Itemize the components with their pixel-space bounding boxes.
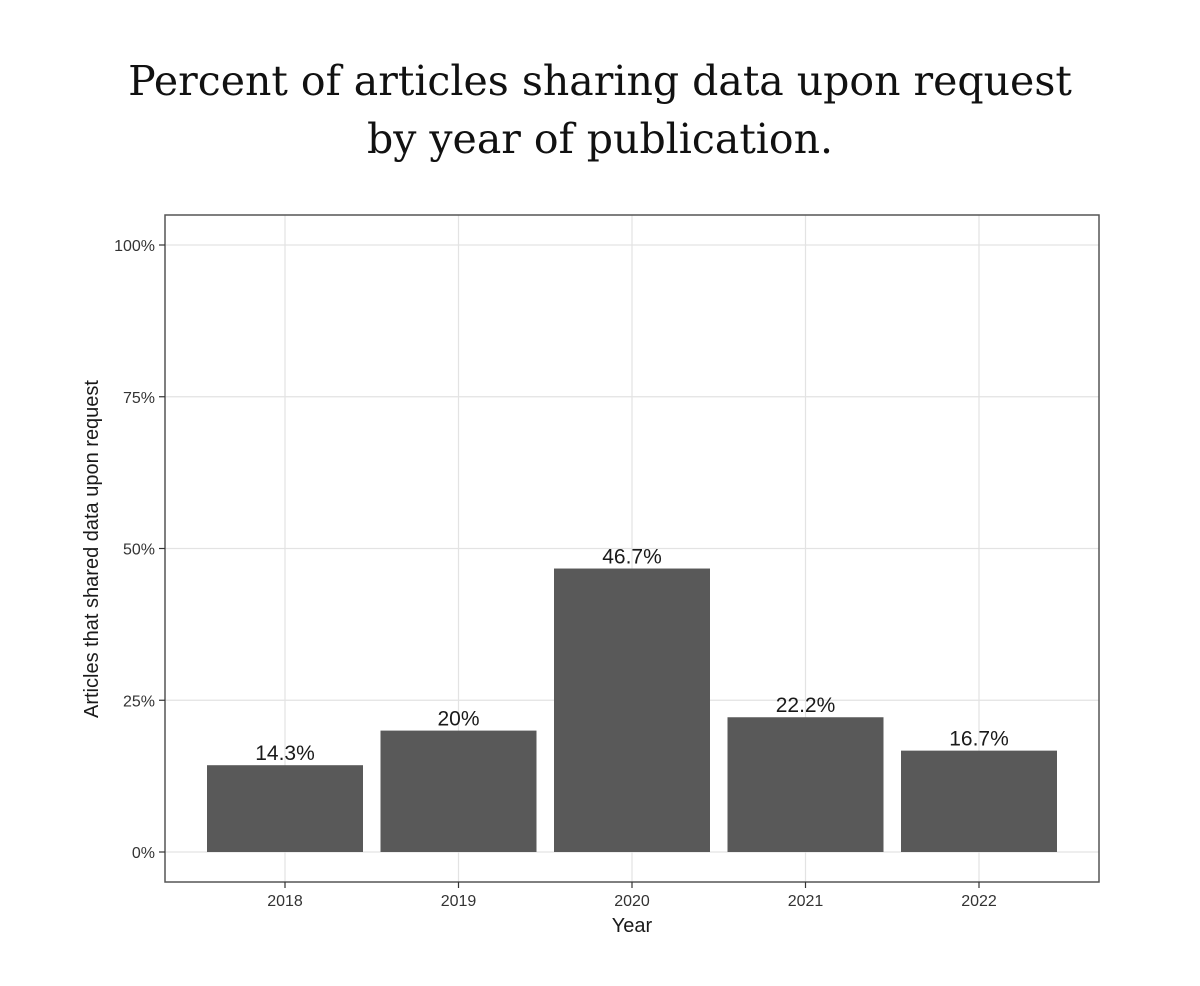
data-label-2018: 14.3% <box>255 742 315 765</box>
data-label-2019: 20% <box>437 708 479 731</box>
bars <box>207 568 1057 852</box>
bar-2019 <box>380 730 537 852</box>
chart-title-line-1: Percent of articles sharing data upon re… <box>128 57 1072 105</box>
x-tick-label-2021: 2021 <box>788 893 824 910</box>
x-tick-label-2020: 2020 <box>614 893 650 910</box>
x-axis: 2018 2019 2020 2021 2022 <box>267 882 997 910</box>
bar-2018 <box>207 765 363 852</box>
y-tick-label: 0% <box>132 845 155 862</box>
bar-data-labels: 14.3% 20% 46.7% 22.2% 16.7% <box>255 546 1009 766</box>
y-tick-label: 50% <box>123 542 155 559</box>
bar-2022 <box>901 750 1057 852</box>
y-tick-label: 75% <box>123 390 155 407</box>
chart-title-line-2: by year of publication. <box>366 115 834 163</box>
bar-2020 <box>554 568 710 852</box>
data-label-2022: 16.7% <box>949 728 1009 751</box>
y-axis-label: Articles that shared data upon request <box>81 380 103 718</box>
x-tick-label-2022: 2022 <box>961 893 997 910</box>
y-axis: 0% 25% 50% 75% 100% <box>114 238 165 862</box>
bar-2021 <box>727 717 884 852</box>
data-label-2020: 46.7% <box>602 546 662 569</box>
y-tick-label: 25% <box>123 693 155 710</box>
x-tick-label-2019: 2019 <box>441 893 477 910</box>
chart-title: Percent of articles sharing data upon re… <box>0 52 1200 168</box>
y-tick-label: 100% <box>114 238 155 255</box>
data-label-2021: 22.2% <box>776 694 836 717</box>
x-tick-label-2018: 2018 <box>267 893 303 910</box>
x-axis-label: Year <box>612 915 653 937</box>
